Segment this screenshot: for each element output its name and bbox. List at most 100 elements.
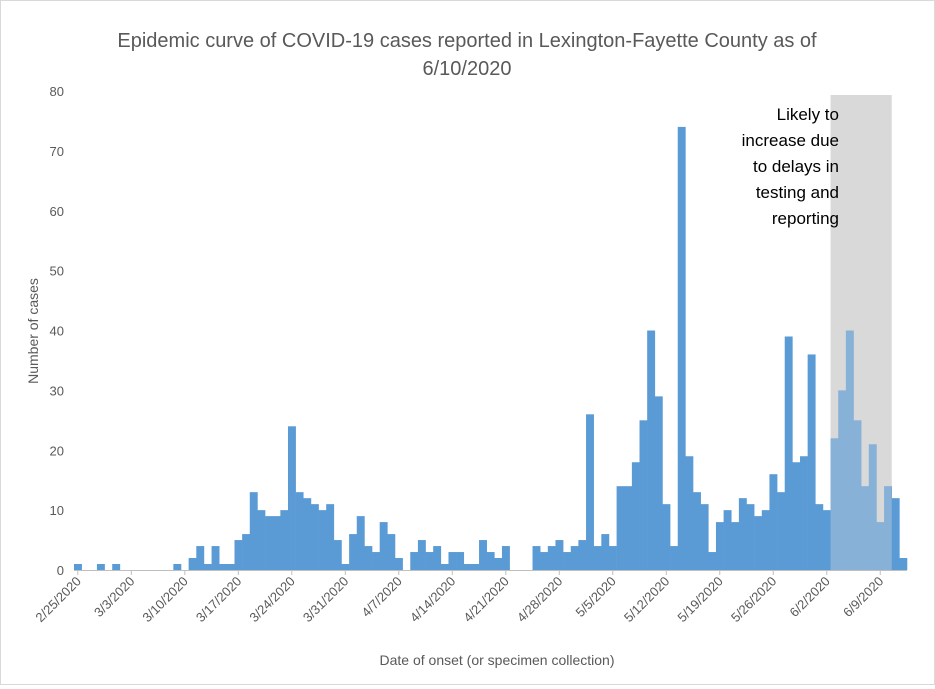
x-tick-label: 3/10/2020 (139, 574, 191, 626)
bar (616, 486, 625, 570)
bar (899, 558, 908, 570)
bar (303, 498, 312, 570)
y-tick-label: 10 (50, 503, 64, 518)
bar (761, 510, 770, 571)
bar (242, 534, 251, 570)
note-line: reporting (772, 209, 839, 228)
y-tick-label: 80 (50, 84, 64, 99)
bar (203, 564, 212, 570)
bar (196, 546, 205, 570)
bar (249, 492, 258, 570)
bar (563, 552, 572, 570)
bar (295, 492, 304, 570)
bar (754, 516, 763, 570)
bar (845, 330, 854, 570)
bar (372, 552, 380, 570)
y-axis: 0 10 20 30 40 50 60 70 80 (50, 84, 64, 578)
bar (746, 504, 755, 570)
bar (715, 522, 724, 570)
bar (769, 474, 778, 570)
bar (532, 546, 541, 570)
y-tick-label: 60 (50, 204, 64, 219)
bar (96, 564, 105, 570)
y-tick-label: 70 (50, 144, 64, 159)
bar (670, 546, 679, 570)
bar (677, 126, 686, 571)
bar (608, 546, 617, 570)
bar (112, 564, 121, 570)
bar (601, 534, 610, 570)
bar (349, 534, 358, 570)
chart-title-line: 6/10/2020 (423, 58, 512, 80)
x-tick-label: 6/2/2020 (786, 574, 832, 620)
bar (861, 486, 870, 570)
bar (631, 462, 640, 570)
bar (593, 546, 602, 570)
shaded-region-note: Likely to increase due to delays in testing… (742, 105, 839, 228)
bar (318, 510, 327, 571)
bar (211, 546, 220, 570)
bar (326, 504, 335, 570)
bar (494, 558, 503, 570)
x-tick-label: 4/7/2020 (359, 574, 405, 620)
x-tick-label: 2/25/2020 (32, 574, 84, 626)
bar (830, 438, 839, 570)
bar (784, 336, 793, 570)
bar (226, 564, 235, 570)
bar (700, 504, 709, 570)
bar (586, 414, 594, 570)
bar (234, 540, 243, 570)
bar (280, 510, 289, 571)
bar (410, 552, 419, 570)
x-axis: 2/25/2020 3/3/2020 3/10/2020 3/17/2020 3/24/… (32, 570, 907, 625)
bar (693, 492, 701, 570)
x-tick-label: 3/17/2020 (193, 574, 245, 626)
bar (257, 510, 266, 571)
bar (777, 492, 786, 570)
x-tick-label: 4/28/2020 (514, 574, 566, 626)
bar (540, 552, 549, 570)
bar (570, 546, 579, 570)
bar (173, 564, 182, 570)
x-tick-label: 5/5/2020 (573, 574, 619, 620)
bar (838, 390, 847, 571)
bar (486, 552, 495, 570)
note-line: increase due (742, 131, 839, 150)
bar (868, 444, 877, 570)
bar (356, 516, 365, 570)
bar (333, 540, 342, 570)
x-tick-label: 5/12/2020 (621, 574, 673, 626)
x-tick-label: 4/21/2020 (460, 574, 512, 626)
x-axis-title: Date of onset (or specimen collection) (380, 652, 615, 668)
bar (479, 540, 487, 570)
x-tick-label: 4/14/2020 (407, 574, 459, 626)
note-line: testing and (756, 183, 839, 202)
bar (731, 522, 740, 570)
bar (501, 546, 510, 570)
bar (815, 504, 824, 570)
x-tick-label: 3/24/2020 (246, 574, 298, 626)
note-line: Likely to (777, 105, 839, 124)
bar (364, 546, 373, 570)
bar (394, 558, 403, 570)
bar (708, 552, 717, 570)
bar (738, 498, 747, 570)
bar (471, 564, 480, 570)
x-tick-label: 5/26/2020 (728, 574, 780, 626)
bar (287, 426, 296, 570)
bar (807, 354, 816, 570)
y-axis-title: Number of cases (25, 278, 41, 384)
bar (417, 540, 426, 570)
bar (723, 510, 732, 571)
bar (685, 456, 694, 570)
bar (654, 396, 663, 570)
x-tick-label: 3/31/2020 (300, 574, 352, 626)
x-tick-label: 3/3/2020 (91, 574, 137, 620)
bar (555, 540, 564, 570)
bar (265, 516, 273, 570)
bar (341, 564, 350, 570)
bar (662, 504, 671, 570)
y-tick-label: 0 (57, 563, 64, 578)
